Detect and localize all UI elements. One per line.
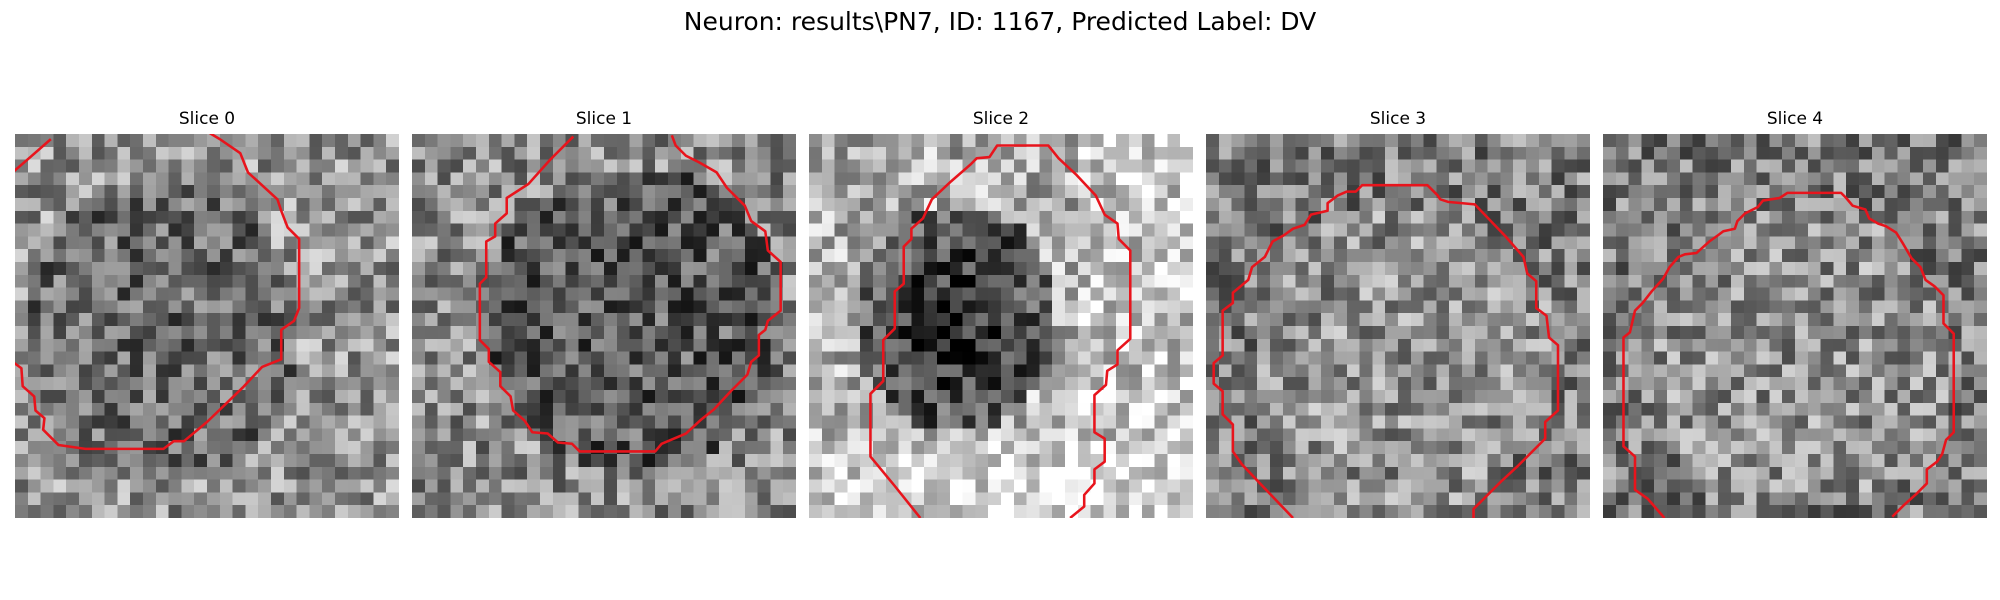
slice-panel: Slice 0 bbox=[15, 107, 399, 519]
slice-title: Slice 1 bbox=[575, 109, 633, 129]
slice-image bbox=[15, 134, 399, 518]
figure-title: Neuron: results\PN7, ID: 1167, Predicted… bbox=[683, 7, 1317, 36]
neuron-contour bbox=[1622, 191, 1955, 518]
slice-panel: Slice 1 bbox=[412, 107, 796, 519]
slice-image bbox=[412, 134, 796, 518]
slice-panel: Slice 2 bbox=[809, 107, 1193, 519]
slice-panel: Slice 4 bbox=[1603, 107, 1987, 519]
neuron-contour bbox=[478, 134, 782, 453]
slice-image bbox=[1206, 134, 1590, 518]
slice-image bbox=[809, 134, 1193, 518]
slice-title: Slice 4 bbox=[1766, 109, 1824, 129]
slice-image bbox=[1603, 134, 1987, 518]
slice-title: Slice 0 bbox=[178, 109, 236, 129]
neuron-contour bbox=[1212, 183, 1560, 518]
slice-title: Slice 3 bbox=[1369, 109, 1427, 129]
slice-title: Slice 2 bbox=[972, 109, 1030, 129]
slice-panel: Slice 3 bbox=[1206, 107, 1590, 519]
neuron-contour bbox=[869, 144, 1132, 518]
neuron-contour bbox=[15, 134, 301, 451]
